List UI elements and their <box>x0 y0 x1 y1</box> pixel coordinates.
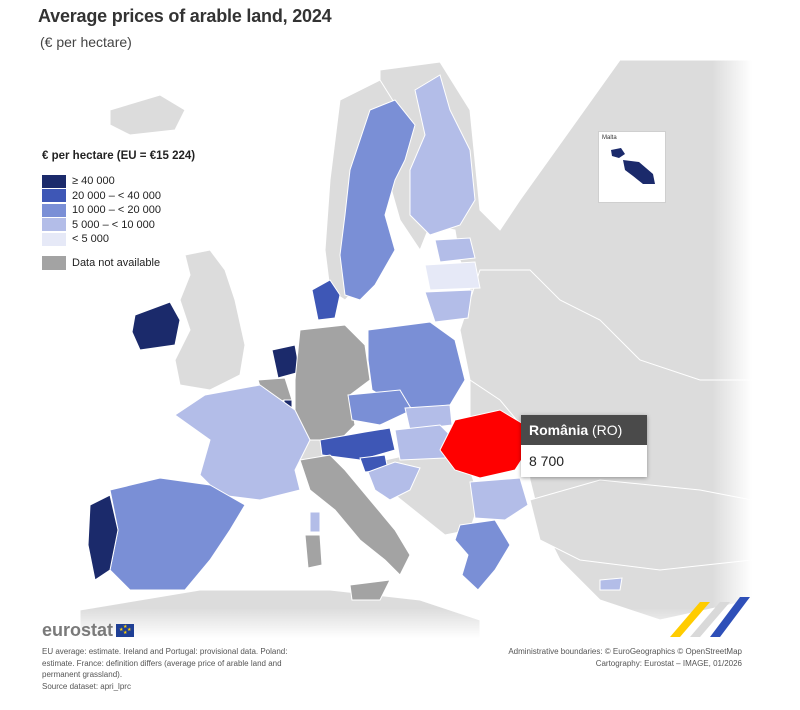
eu-flag-icon: ★ ★ ★ ★ <box>116 624 135 637</box>
footnote-line: permanent grassland). <box>42 670 123 679</box>
map-turkey-bg <box>529 479 752 571</box>
footnotes: EU average: estimate. Ireland and Portug… <box>42 646 342 692</box>
map-germany <box>294 324 371 441</box>
footnote-line: estimate. France: definition differs (av… <box>42 658 282 668</box>
legend-label: ≥ 40 000 <box>72 175 115 188</box>
eurostat-logo: eurostat ★ ★ ★ ★ <box>42 620 135 641</box>
credit-line: Cartography: Eurostat – IMAGE, 01/2026 <box>595 658 742 668</box>
map-france <box>174 384 311 501</box>
map-greece <box>454 519 511 591</box>
legend-item: < 5 000 <box>42 232 195 247</box>
legend-label: < 5 000 <box>72 233 110 246</box>
map-lithuania <box>424 289 473 323</box>
legend-item: ≥ 40 000 <box>42 174 195 189</box>
map-corsica <box>309 511 321 533</box>
country-tooltip: România (RO) 8 700 <box>521 415 647 477</box>
legend-swatch <box>42 189 66 203</box>
footnote-line: EU average: estimate. Ireland and Portug… <box>42 647 288 656</box>
legend-swatch <box>42 174 66 188</box>
map-sweden <box>339 99 416 301</box>
tooltip-country: România <box>529 422 589 438</box>
legend-label: Data not available <box>72 256 161 269</box>
legend-item-not-available: Data not available <box>42 255 195 271</box>
map-czechia <box>347 389 413 426</box>
tooltip-header: România (RO) <box>521 415 647 445</box>
map-ireland <box>131 301 181 351</box>
legend-label: 5 000 – < 10 000 <box>72 218 155 231</box>
map-romania <box>439 409 529 479</box>
logo-text: eurostat <box>42 620 114 640</box>
map-sardinia <box>304 534 323 569</box>
chart-subtitle: (€ per hectare) <box>40 34 132 50</box>
footnote-line: Source dataset: apri_lprc <box>42 681 131 691</box>
map-uk-bg <box>174 249 246 391</box>
map-bulgaria <box>469 477 529 521</box>
map-iceland-bg <box>109 94 186 136</box>
legend-item: 5 000 – < 10 000 <box>42 218 195 233</box>
tooltip-code: (RO) <box>592 422 623 438</box>
map-latvia <box>424 261 481 291</box>
inset-label: Malta <box>602 135 617 141</box>
tooltip-value: 8 700 <box>529 453 565 469</box>
legend-item: 20 000 – < 40 000 <box>42 189 195 204</box>
map-italy <box>299 454 411 576</box>
map-credits: Administrative boundaries: © EuroGeograp… <box>508 646 742 669</box>
map-cyprus <box>599 577 623 591</box>
map-legend: € per hectare (EU = €15 224) ≥ 40 000 20 … <box>42 150 195 271</box>
map-austria <box>319 427 396 461</box>
brand-stripe-icon <box>670 597 750 637</box>
legend-swatch <box>42 255 66 270</box>
map-denmark <box>311 279 341 321</box>
map-finland <box>409 74 476 236</box>
map-spain <box>109 477 246 591</box>
map-portugal <box>87 494 119 581</box>
malta-inset: Malta <box>598 131 666 203</box>
malta-map <box>611 148 655 184</box>
legend-swatch <box>42 218 66 232</box>
map-croatia <box>367 461 421 501</box>
chart-title: Average prices of arable land, 2024 <box>38 6 332 26</box>
legend-item: 10 000 – < 20 000 <box>42 203 195 218</box>
legend-title: € per hectare (EU = €15 224) <box>42 150 196 162</box>
legend-swatch <box>42 232 66 246</box>
legend-label: 20 000 – < 40 000 <box>72 189 161 202</box>
credit-line: Administrative boundaries: © EuroGeograp… <box>508 647 742 656</box>
legend-label: 10 000 – < 20 000 <box>72 204 161 217</box>
map-estonia <box>434 237 476 263</box>
legend-swatch <box>42 203 66 217</box>
map-sicily <box>349 579 391 601</box>
